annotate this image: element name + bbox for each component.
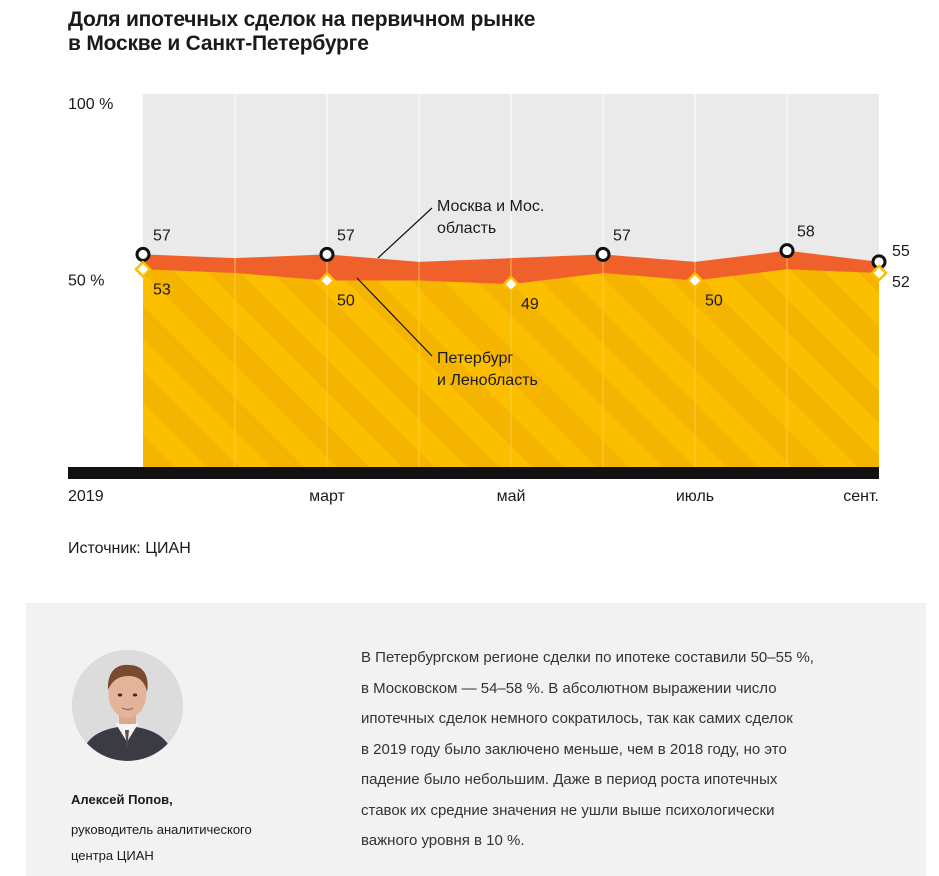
x-tick-label: 2019	[68, 488, 104, 505]
spb-value-label: 52	[892, 274, 910, 291]
expert-role-line: центра ЦИАН	[71, 848, 154, 863]
moscow-series-label: Москва и Мос.	[437, 198, 544, 215]
spb-series-label: и Ленобласть	[437, 372, 538, 389]
spb-point	[318, 271, 336, 290]
moscow-point	[135, 246, 151, 262]
moscow-series-label: область	[437, 220, 496, 237]
spb-value-label: 50	[705, 293, 723, 310]
x-axis-bar	[68, 467, 879, 479]
moscow-point	[779, 243, 795, 259]
expert-role-line: руководитель аналитического	[71, 822, 252, 837]
spb-series-label: Петербург	[437, 350, 513, 367]
spb-point	[502, 275, 520, 294]
spb-point	[686, 271, 704, 290]
quote-line: падение было небольшим. Даже в период ро…	[361, 771, 778, 788]
quote-line: в Московском — 54–58 %. В абсолютном выр…	[361, 679, 777, 697]
moscow-value-label: 58	[797, 224, 815, 241]
y-tick-label: 50 %	[68, 273, 104, 290]
expert-role: руководитель аналитического центра ЦИАН	[71, 817, 301, 869]
expert-comment-panel: Алексей Попов, руководитель аналитическо…	[26, 603, 926, 876]
quote-line: В Петербургском регионе сделки по ипотек…	[361, 649, 814, 666]
spb-value-label: 53	[153, 281, 171, 298]
moscow-point	[595, 246, 611, 262]
moscow-value-label: 57	[337, 227, 355, 244]
quote-line: важного уровня в 10 %.	[361, 832, 525, 849]
spb-point	[870, 264, 888, 282]
quote-line: в 2019 году было заключено меньше, чем в…	[361, 740, 787, 758]
title-line-2: в Москве и Санкт-Петербурге	[68, 32, 369, 55]
x-tick-label: март	[309, 488, 345, 505]
quote-line: ставок их средние значения не ушли выше …	[361, 801, 775, 819]
moscow-value-label: 57	[613, 227, 631, 244]
moscow-value-label: 57	[153, 227, 171, 244]
chart-title: Доля ипотечных сделок на первичном рынке…	[68, 8, 888, 56]
moscow-leader-line	[377, 207, 433, 259]
moscow-value-label: 55	[892, 243, 910, 260]
spb-leader-line	[356, 277, 433, 357]
x-tick-label: июль	[676, 488, 714, 505]
spb-value-label: 50	[337, 293, 355, 310]
area-chart: 100 % 50 % 2019 март май июль сент. 57 57 57 58 55 5…	[68, 94, 910, 505]
moscow-point	[319, 246, 335, 262]
person-portrait-icon	[72, 650, 183, 761]
spb-point	[134, 260, 152, 279]
source-note: Источник: ЦИАН	[68, 540, 191, 557]
x-tick-label: сент.	[843, 488, 879, 505]
title-line-1: Доля ипотечных сделок на первичном рынке	[68, 8, 536, 31]
expert-quote: В Петербургском регионе сделки по ипотек…	[361, 643, 881, 857]
avatar	[72, 650, 183, 761]
spb-value-label: 49	[521, 296, 539, 313]
quote-line: ипотечных сделок немного сократилось, та…	[361, 710, 793, 727]
x-tick-label: май	[497, 488, 526, 505]
y-tick-label: 100 %	[68, 96, 113, 113]
expert-name: Алексей Попов,	[71, 792, 173, 807]
